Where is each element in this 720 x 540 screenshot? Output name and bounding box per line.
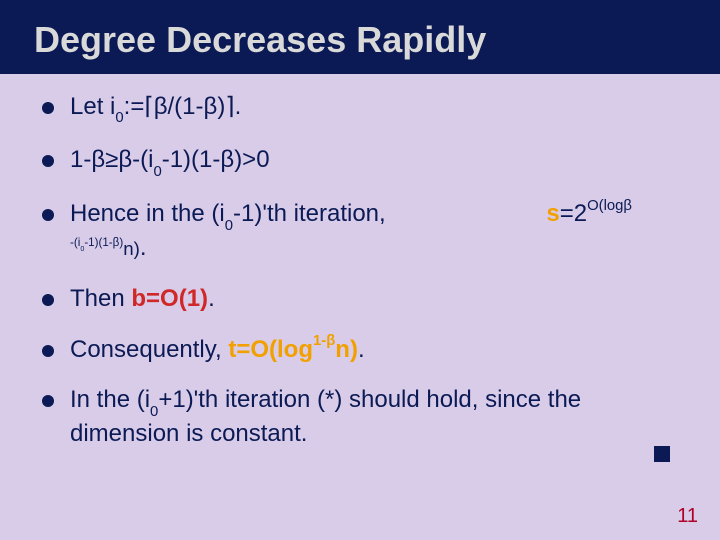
text: . [358,336,365,363]
text: Let i [70,93,115,120]
text: -1)'th iteration, [233,200,386,227]
text: :=⌈β/(1-β)⌉. [124,93,242,120]
text: . [208,285,215,312]
qed-square-icon [654,446,670,462]
text: Hence in the (i [70,200,225,227]
slide-body: Let i0:=⌈β/(1-β)⌉. 1-β≥β-(i0-1)(1-β)>0 H… [0,74,720,450]
subscript: 0 [225,218,233,234]
subscript: 0 [115,110,123,126]
superscript: O(logβ [587,198,632,214]
text: 1-β≥β-(i [70,146,153,173]
slide-title: Degree Decreases Rapidly [34,20,686,60]
s-var: s [546,200,559,227]
text: =2 [560,200,587,227]
bullet-item: 1-β≥β-(i0-1)(1-β)>0 [40,145,680,179]
text: t=O(log [228,336,313,363]
exp-continuation: -(i0-1)(1-β)n) [70,238,140,259]
text: . [140,234,147,261]
text: Consequently, [70,336,228,363]
text: In the (i [70,386,150,413]
bullet-item: Let i0:=⌈β/(1-β)⌉. [40,92,680,126]
bullet-item: In the (i0+1)'th iteration (*) should ho… [40,385,680,450]
text: -1)(1-β) [84,236,123,249]
t-expression: t=O(log1-βn) [228,336,358,363]
bullet-item: Consequently, t=O(log1-βn). [40,335,680,366]
slide: Degree Decreases Rapidly Let i0:=⌈β/(1-β… [0,0,720,540]
title-band: Degree Decreases Rapidly [0,0,720,74]
page-number: 11 [677,505,698,528]
bullet-item: Hence in the (i0-1)'th iteration, s=2O(l… [40,199,680,264]
text: -(i [70,236,80,249]
bullet-item: Then b=O(1). [40,284,680,315]
subscript: 0 [80,244,84,253]
text: n) [123,238,140,259]
b-expression: b=O(1) [131,285,208,312]
subscript: 0 [153,164,161,180]
subscript: 0 [150,404,158,420]
text: Then [70,285,131,312]
superscript: 1-β [313,333,335,349]
text: n) [335,336,358,363]
bullet-list: Let i0:=⌈β/(1-β)⌉. 1-β≥β-(i0-1)(1-β)>0 H… [40,92,680,450]
superscript: -(i0-1)(1-β) [70,236,123,249]
text: -1)(1-β)>0 [162,146,270,173]
s-expression: s=2O(logβ [546,199,632,230]
